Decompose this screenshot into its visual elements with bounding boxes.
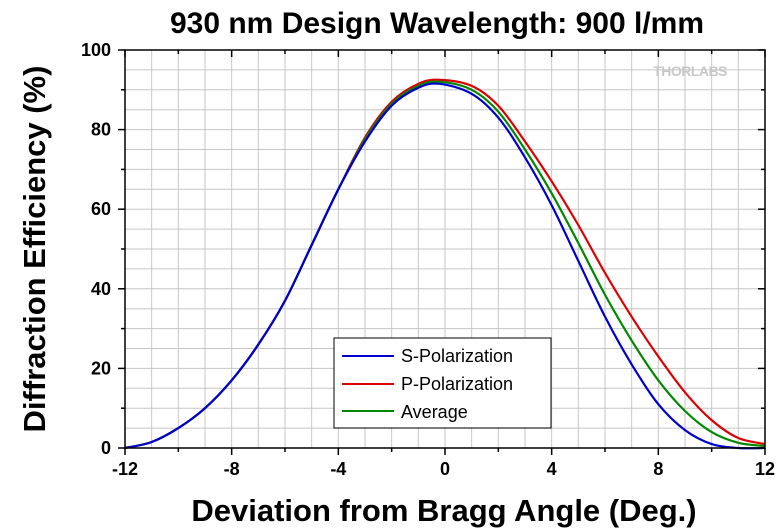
legend: S-Polarization P-Polarization Average — [333, 337, 552, 429]
thorlabs-logo: THORLABS — [653, 63, 727, 79]
y-tick-label: 40 — [91, 279, 111, 299]
legend-label-s-polarization: S-Polarization — [401, 346, 513, 366]
y-tick-label: 100 — [81, 40, 111, 60]
x-tick-label: 8 — [653, 459, 663, 479]
axis-ticks — [118, 49, 766, 455]
x-tick-label: -4 — [330, 459, 346, 479]
legend-label-average: Average — [401, 402, 468, 422]
x-tick-labels: -12 -8 -4 0 4 8 12 — [112, 459, 775, 479]
x-tick-label: -12 — [112, 459, 138, 479]
x-tick-label: 12 — [755, 459, 775, 479]
x-axis-label: Deviation from Bragg Angle (Deg.) — [191, 493, 696, 528]
legend-label-p-polarization: P-Polarization — [401, 374, 513, 394]
x-tick-label: -8 — [224, 459, 240, 479]
series-line-s-polarization — [124, 82, 766, 450]
chart-title: 930 nm Design Wavelength: 900 l/mm — [170, 7, 704, 40]
y-tick-label: 80 — [91, 120, 111, 140]
y-tick-label: 0 — [101, 438, 111, 458]
y-axis-label: Diffraction Efficiency (%) — [17, 66, 52, 433]
series-layer — [124, 78, 766, 450]
x-tick-label: 4 — [547, 459, 557, 479]
y-tick-label: 60 — [91, 199, 111, 219]
y-tick-labels: 0 20 40 60 80 100 — [81, 40, 111, 458]
y-tick-label: 20 — [91, 358, 111, 378]
x-tick-label: 0 — [440, 459, 450, 479]
